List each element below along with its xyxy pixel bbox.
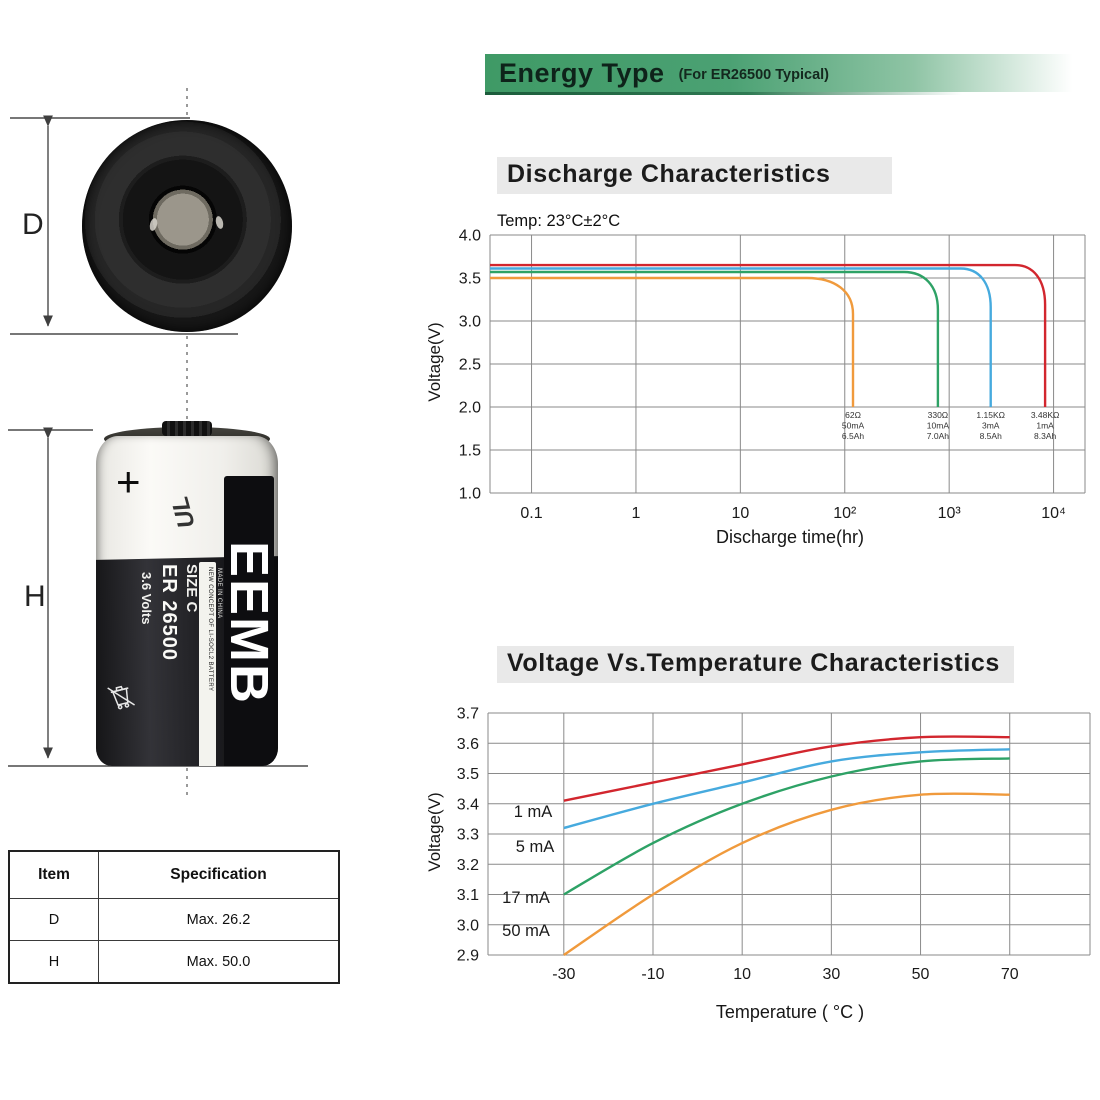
y-tick-label: 3.5 bbox=[457, 766, 479, 783]
discharge-yaxis-label: Voltage(V) bbox=[425, 322, 444, 402]
terminal-glint-right bbox=[214, 215, 225, 230]
dimension-line-group bbox=[8, 115, 308, 767]
voltage-temperature-chart-title: Voltage Vs.Temperature Characteristics bbox=[497, 646, 1014, 683]
plus-polarity-mark: + bbox=[116, 458, 141, 505]
height-label: H bbox=[24, 580, 46, 613]
y-tick-label: 3.0 bbox=[459, 314, 481, 331]
series-label: 5 mA bbox=[516, 838, 555, 856]
battery-top-view bbox=[82, 120, 292, 332]
y-tick-label: 3.2 bbox=[457, 857, 479, 874]
x-tick-label: 10⁴ bbox=[1041, 505, 1066, 522]
brand-panel: EEMB bbox=[219, 476, 278, 766]
spec-cell-item-d: D bbox=[8, 898, 99, 941]
x-tick-label: 10³ bbox=[938, 505, 962, 522]
series-17mA bbox=[563, 757, 1010, 896]
diameter-label: D bbox=[22, 208, 44, 241]
table-row: D Max. 26.2 bbox=[8, 898, 340, 941]
y-tick-label: 3.5 bbox=[459, 271, 481, 288]
energy-type-banner: Energy Type (For ER26500 Typical) bbox=[485, 54, 1097, 95]
battery-model-text: ER 26500 bbox=[158, 564, 180, 661]
voltage-temperature-yaxis-label: Voltage(V) bbox=[425, 792, 444, 872]
y-tick-label: 3.7 bbox=[457, 706, 479, 723]
brand-logo-text: EEMB bbox=[219, 540, 278, 705]
banner-subtitle: (For ER26500 Typical) bbox=[678, 67, 829, 83]
series-10mA bbox=[490, 270, 940, 407]
x-tick-label: -10 bbox=[641, 966, 664, 983]
y-tick-label: 2.9 bbox=[457, 948, 479, 965]
banner-title: Energy Type bbox=[499, 57, 665, 88]
series-label: 50 mA bbox=[502, 922, 550, 940]
y-tick-label: 3.3 bbox=[457, 827, 479, 844]
discharge-chart-svg: 4.0 3.5 3.0 2.5 2.0 1.5 1.0 0.1 1 10 10² 10³ 10⁴ 62Ω 5… bbox=[459, 228, 1086, 522]
load-annotation: 62Ω 50mA 6.5Ah bbox=[842, 410, 865, 441]
load-annotation: 1.15KΩ 3mA 8.5Ah bbox=[976, 410, 1005, 441]
y-tick-label: 3.1 bbox=[457, 887, 479, 904]
load-annotation: 330Ω 10mA 7.0Ah bbox=[927, 410, 950, 441]
series-1mA bbox=[563, 735, 1010, 802]
series-label: 17 mA bbox=[502, 889, 550, 907]
spec-header-specification: Specification bbox=[98, 850, 340, 899]
y-tick-label: 3.6 bbox=[457, 736, 479, 753]
x-tick-label: 10 bbox=[733, 966, 751, 983]
spec-cell-value-h: Max. 50.0 bbox=[98, 940, 340, 984]
battery-voltage-text: 3.6 Volts bbox=[139, 572, 154, 625]
series-3mA bbox=[490, 267, 992, 407]
spec-header-item: Item bbox=[8, 850, 99, 899]
discharge-chart-title: Discharge Characteristics bbox=[497, 157, 893, 194]
voltage-temperature-xaxis-label: Temperature ( °C ) bbox=[715, 1002, 865, 1022]
x-tick-label: -30 bbox=[552, 966, 575, 983]
battery-size-text: SIZE C bbox=[183, 564, 200, 613]
discharge-chart: 4.0 3.5 3.0 2.5 2.0 1.5 1.0 0.1 1 10 10² 10³ 10⁴ 62Ω 5… bbox=[420, 225, 1100, 525]
x-tick-label: 50 bbox=[912, 966, 930, 983]
x-tick-label: 0.1 bbox=[520, 505, 542, 522]
y-tick-label: 1.5 bbox=[459, 443, 481, 460]
voltage-temperature-chart: 3.7 3.6 3.5 3.4 3.3 3.2 3.1 3.0 2.9 -30 -10 10 30 50 7… bbox=[420, 695, 1100, 995]
battery-side-view: + UL 3.6 Volts ER 26500 SIZE C NEW CONCE… bbox=[94, 421, 280, 766]
series-label: 1 mA bbox=[514, 803, 553, 821]
x-tick-label: 30 bbox=[822, 966, 840, 983]
load-annotation: 3.48KΩ 1mA 8.3Ah bbox=[1031, 410, 1060, 441]
series-50mA bbox=[563, 792, 1010, 956]
positive-terminal bbox=[162, 421, 212, 436]
y-tick-label: 3.4 bbox=[457, 796, 479, 813]
ul-certification-mark: UL bbox=[166, 493, 201, 532]
spec-table-header-row: Item Specification bbox=[8, 850, 340, 899]
label-white-stripe: NEW CONCEPT OF LI-SOCL2 BATTERY bbox=[199, 562, 216, 766]
x-tick-label: 10² bbox=[833, 505, 857, 522]
battery-body: + UL 3.6 Volts ER 26500 SIZE C NEW CONCE… bbox=[96, 436, 278, 766]
y-tick-label: 3.0 bbox=[457, 917, 479, 934]
spec-cell-value-d: Max. 26.2 bbox=[98, 898, 340, 941]
y-tick-label: 2.0 bbox=[459, 400, 481, 417]
terminal-glint-left bbox=[148, 217, 159, 232]
stripe-fine-print: NEW CONCEPT OF LI-SOCL2 BATTERY bbox=[207, 567, 213, 692]
table-row: H Max. 50.0 bbox=[8, 940, 340, 984]
spec-table: Item Specification D Max. 26.2 H Max. 50… bbox=[8, 850, 340, 984]
y-tick-label: 2.5 bbox=[459, 357, 481, 374]
y-tick-label: 1.0 bbox=[459, 486, 481, 503]
x-tick-label: 10 bbox=[731, 505, 749, 522]
crossed-bin-icon bbox=[107, 685, 135, 710]
x-tick-label: 1 bbox=[631, 505, 640, 522]
temperature-note: Temp: 23°C±2°C bbox=[497, 212, 621, 230]
series-50mA bbox=[490, 276, 855, 407]
series-1mA bbox=[490, 263, 1047, 407]
x-tick-label: 70 bbox=[1001, 966, 1019, 983]
y-tick-label: 4.0 bbox=[459, 228, 481, 245]
discharge-xaxis-label: Discharge time(hr) bbox=[715, 527, 865, 547]
series-5mA bbox=[563, 748, 1010, 830]
spec-cell-item-h: H bbox=[8, 940, 99, 984]
grid bbox=[489, 234, 1086, 494]
voltage-temperature-chart-svg: 3.7 3.6 3.5 3.4 3.3 3.2 3.1 3.0 2.9 -30 -10 10 30 50 7… bbox=[457, 706, 1091, 983]
